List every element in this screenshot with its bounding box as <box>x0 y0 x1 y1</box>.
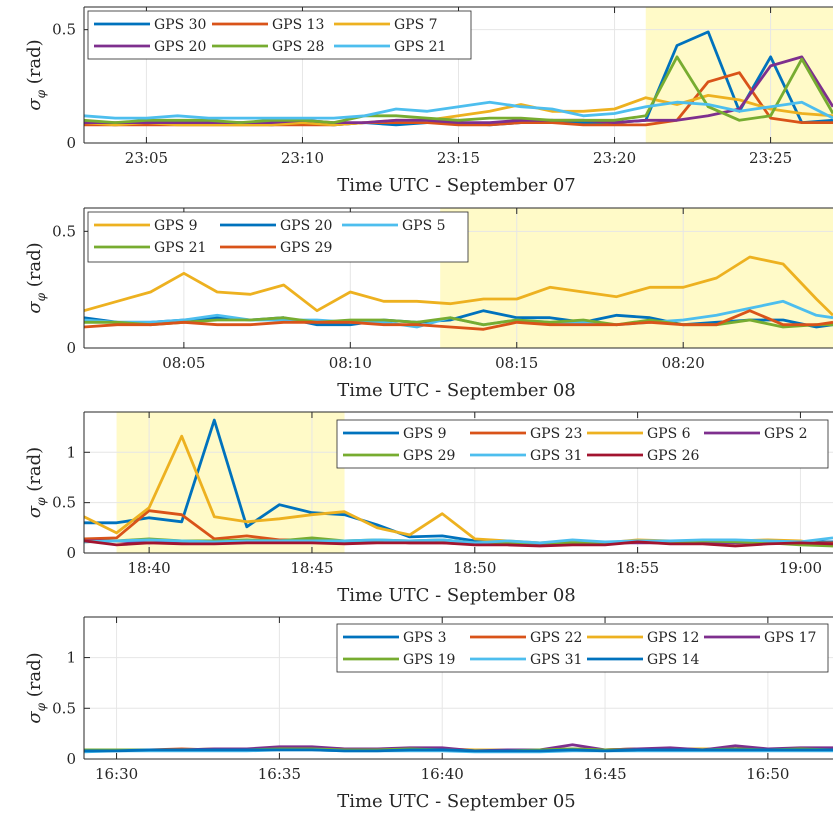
x-tick-label: 23:10 <box>281 149 324 167</box>
x-tick-label: 18:55 <box>616 559 659 577</box>
legend-entry: GPS 7 <box>394 17 438 33</box>
legend-box <box>336 419 829 469</box>
series-line-gps-9 <box>84 255 833 317</box>
x-tick-label: 18:50 <box>453 559 496 577</box>
legend-entry: GPS 21 <box>394 39 446 55</box>
legend-box <box>87 211 469 263</box>
legend-entry: GPS 12 <box>647 630 699 646</box>
y-axis-label: σφ (rad) <box>24 447 48 518</box>
x-tick-label: 08:15 <box>495 354 538 372</box>
legend-entry: GPS 13 <box>272 17 324 33</box>
series-line-gps-31 <box>84 536 833 545</box>
y-tick-label: 0.5 <box>52 21 76 39</box>
chart-panel-2: 08:05 08:10 08:15 08:20 0 0.5 Time UTC - Septe… <box>24 207 833 401</box>
legend-entry: GPS 22 <box>530 630 582 646</box>
legend-entry: GPS 31 <box>530 448 582 464</box>
y-tick-label: 1 <box>66 443 76 461</box>
legend-entry: GPS 29 <box>280 240 332 256</box>
legend-entry: GPS 30 <box>154 17 206 33</box>
legend-box <box>87 10 472 60</box>
legend-entry: GPS 6 <box>647 426 691 442</box>
x-tick-label: 23:20 <box>593 149 636 167</box>
legend-entry: GPS 9 <box>403 426 447 442</box>
x-tick-label: 18:45 <box>290 559 333 577</box>
y-tick-label: 0 <box>66 134 76 152</box>
legend: GPS 9 GPS 20 GPS 5 GPS 21 GPS 29 <box>87 211 469 263</box>
x-tick-label: 08:10 <box>329 354 372 372</box>
y-tick-label: 1 <box>66 649 76 667</box>
legend-entry: GPS 28 <box>272 39 324 55</box>
chart-panel-1: 23:05 23:10 23:15 23:20 23:25 0 0.5 Time UTC - … <box>24 6 833 196</box>
x-axis-label: Time UTC - September 08 <box>337 585 576 606</box>
legend-entry: GPS 20 <box>154 39 206 55</box>
legend-entry: GPS 29 <box>403 448 455 464</box>
y-tick-label: 0.5 <box>52 494 76 512</box>
y-tick-label: 0.5 <box>52 222 76 240</box>
series-group <box>84 418 833 548</box>
legend-entry: GPS 14 <box>647 652 700 668</box>
legend: GPS 9 GPS 23 GPS 6 GPS 2 GPS 29 GPS 31 GPS 26 <box>336 419 829 469</box>
y-tick-label: 0.5 <box>52 699 76 717</box>
series-line-gps-20 <box>84 55 833 124</box>
x-tick-label: 08:05 <box>162 354 205 372</box>
series-group <box>84 30 833 127</box>
series-line-gps-29 <box>84 309 833 331</box>
legend-entry: GPS 23 <box>530 426 582 442</box>
legend-entry: GPS 17 <box>764 630 816 646</box>
y-axis-label: σφ (rad) <box>24 242 48 313</box>
y-axis-label: σφ (rad) <box>24 39 48 110</box>
x-axis-label: Time UTC - September 07 <box>337 175 576 196</box>
x-tick-label: 16:40 <box>421 765 464 783</box>
y-tick-label: 0 <box>66 339 76 357</box>
legend: GPS 30 GPS 13 GPS 7 GPS 20 GPS 28 GPS 21 <box>87 10 472 60</box>
x-tick-label: 16:50 <box>746 765 789 783</box>
series-line-gps-7 <box>84 94 833 127</box>
x-tick-label: 08:20 <box>662 354 705 372</box>
x-tick-label: 16:35 <box>258 765 301 783</box>
legend-entry: GPS 2 <box>764 426 808 442</box>
x-axis-label: Time UTC - September 05 <box>337 791 576 812</box>
series-line-gps-26 <box>84 539 833 548</box>
legend-box <box>336 623 829 673</box>
series-line-gps-21 <box>84 316 833 329</box>
x-axis-label: Time UTC - September 08 <box>337 380 576 401</box>
series-group <box>84 255 833 331</box>
series-group <box>84 743 833 754</box>
chart-panel-4: 16:30 16:35 16:40 16:45 16:50 0 0.5 1 Time UTC -… <box>24 616 833 812</box>
series-line-gps-28 <box>84 55 833 124</box>
x-tick-label: 16:45 <box>583 765 626 783</box>
x-tick-label: 18:40 <box>128 559 171 577</box>
legend-entry: GPS 9 <box>154 218 198 234</box>
x-tick-label: 23:25 <box>749 149 792 167</box>
legend-entry: GPS 20 <box>280 218 332 234</box>
x-tick-label: 19:00 <box>779 559 822 577</box>
legend-entry: GPS 3 <box>403 630 447 646</box>
legend-entry: GPS 21 <box>154 240 206 256</box>
legend-entry: GPS 19 <box>403 652 455 668</box>
x-tick-label: 23:05 <box>125 149 168 167</box>
legend: GPS 3 GPS 22 GPS 12 GPS 17 GPS 19 GPS 31 GPS 1… <box>336 623 829 673</box>
highlight-region <box>116 412 345 553</box>
y-tick-label: 0 <box>66 544 76 562</box>
y-axis-label: σφ (rad) <box>24 652 48 723</box>
series-line-gps-21 <box>84 100 833 120</box>
series-line-gps-14 <box>84 748 833 753</box>
legend-entry: GPS 31 <box>530 652 582 668</box>
legend-entry: GPS 26 <box>647 448 700 464</box>
x-tick-label: 23:15 <box>437 149 480 167</box>
y-tick-label: 0 <box>66 750 76 768</box>
legend-entry: GPS 5 <box>402 218 446 234</box>
chart-panel-3: 18:40 18:45 18:50 18:55 19:00 0 0.5 1 Time UTC -… <box>24 411 833 606</box>
x-tick-label: 16:30 <box>95 765 138 783</box>
